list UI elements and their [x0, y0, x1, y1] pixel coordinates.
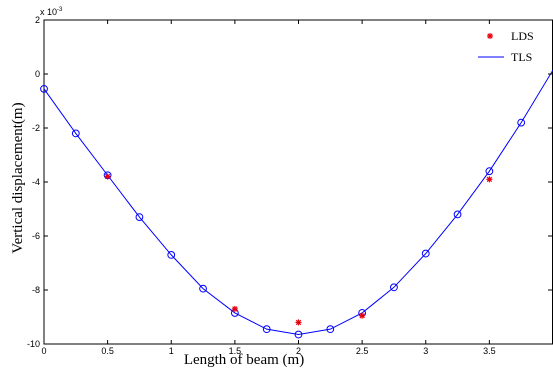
y-tick-label: -6	[32, 231, 40, 241]
tls-point	[390, 283, 398, 292]
lds-point	[231, 305, 238, 312]
x-tick-label: 0	[41, 346, 46, 356]
tls-point	[135, 213, 144, 222]
legend-box	[471, 24, 545, 68]
tls-point	[421, 249, 430, 258]
legend: LDS TLS	[471, 24, 545, 68]
x-tick-label: 2	[296, 346, 301, 356]
tls-point	[167, 251, 176, 259]
x-tick-label: 1.5	[229, 346, 242, 356]
x-tick-label: 3.5	[483, 346, 496, 356]
tls-point	[453, 210, 462, 219]
y-tick-label: -2	[32, 123, 40, 133]
x-axis-title: Length of beam (m)	[184, 352, 304, 368]
x-tick-label: 1	[169, 346, 174, 356]
lds-point	[295, 319, 302, 326]
x-tick-label: 2.5	[356, 346, 369, 356]
y-tick-label: 2	[35, 15, 40, 25]
tls-point	[517, 118, 526, 127]
lds-point	[486, 176, 493, 183]
y-axis-title: Vertical displacement(m)	[10, 102, 26, 253]
plot-area	[43, 19, 553, 345]
plot-frame	[43, 19, 553, 345]
y-exponent-label: x 10-3	[40, 7, 63, 17]
tls-point	[294, 330, 303, 339]
x-tick-label: 0.5	[101, 346, 114, 356]
y-tick-label: -8	[32, 285, 40, 295]
x-tick-label: 3	[423, 346, 428, 356]
lds-point	[359, 312, 366, 319]
y-tick-label: -10	[27, 339, 40, 349]
legend-tls-label: TLS	[511, 50, 532, 64]
legend-lds-marker	[487, 33, 493, 39]
tls-point	[262, 325, 271, 334]
tls-point	[326, 325, 335, 334]
lds-point	[104, 173, 111, 180]
legend-lds-asterisk	[487, 33, 493, 39]
y-tick-label: -4	[32, 177, 40, 187]
legend-lds-label: LDS	[511, 29, 534, 43]
tls-line	[43, 69, 553, 336]
tls-point	[485, 167, 494, 176]
tls-point	[40, 84, 48, 93]
ticks-layer: 0 0.5 1 1.5 2 2.5 3 3.5 2 0 -2 -4 -6 -8 -10	[27, 15, 552, 356]
tls-point	[199, 284, 207, 293]
series-layer	[40, 69, 553, 339]
tls-point	[71, 129, 80, 138]
y-tick-label: 0	[35, 69, 40, 79]
